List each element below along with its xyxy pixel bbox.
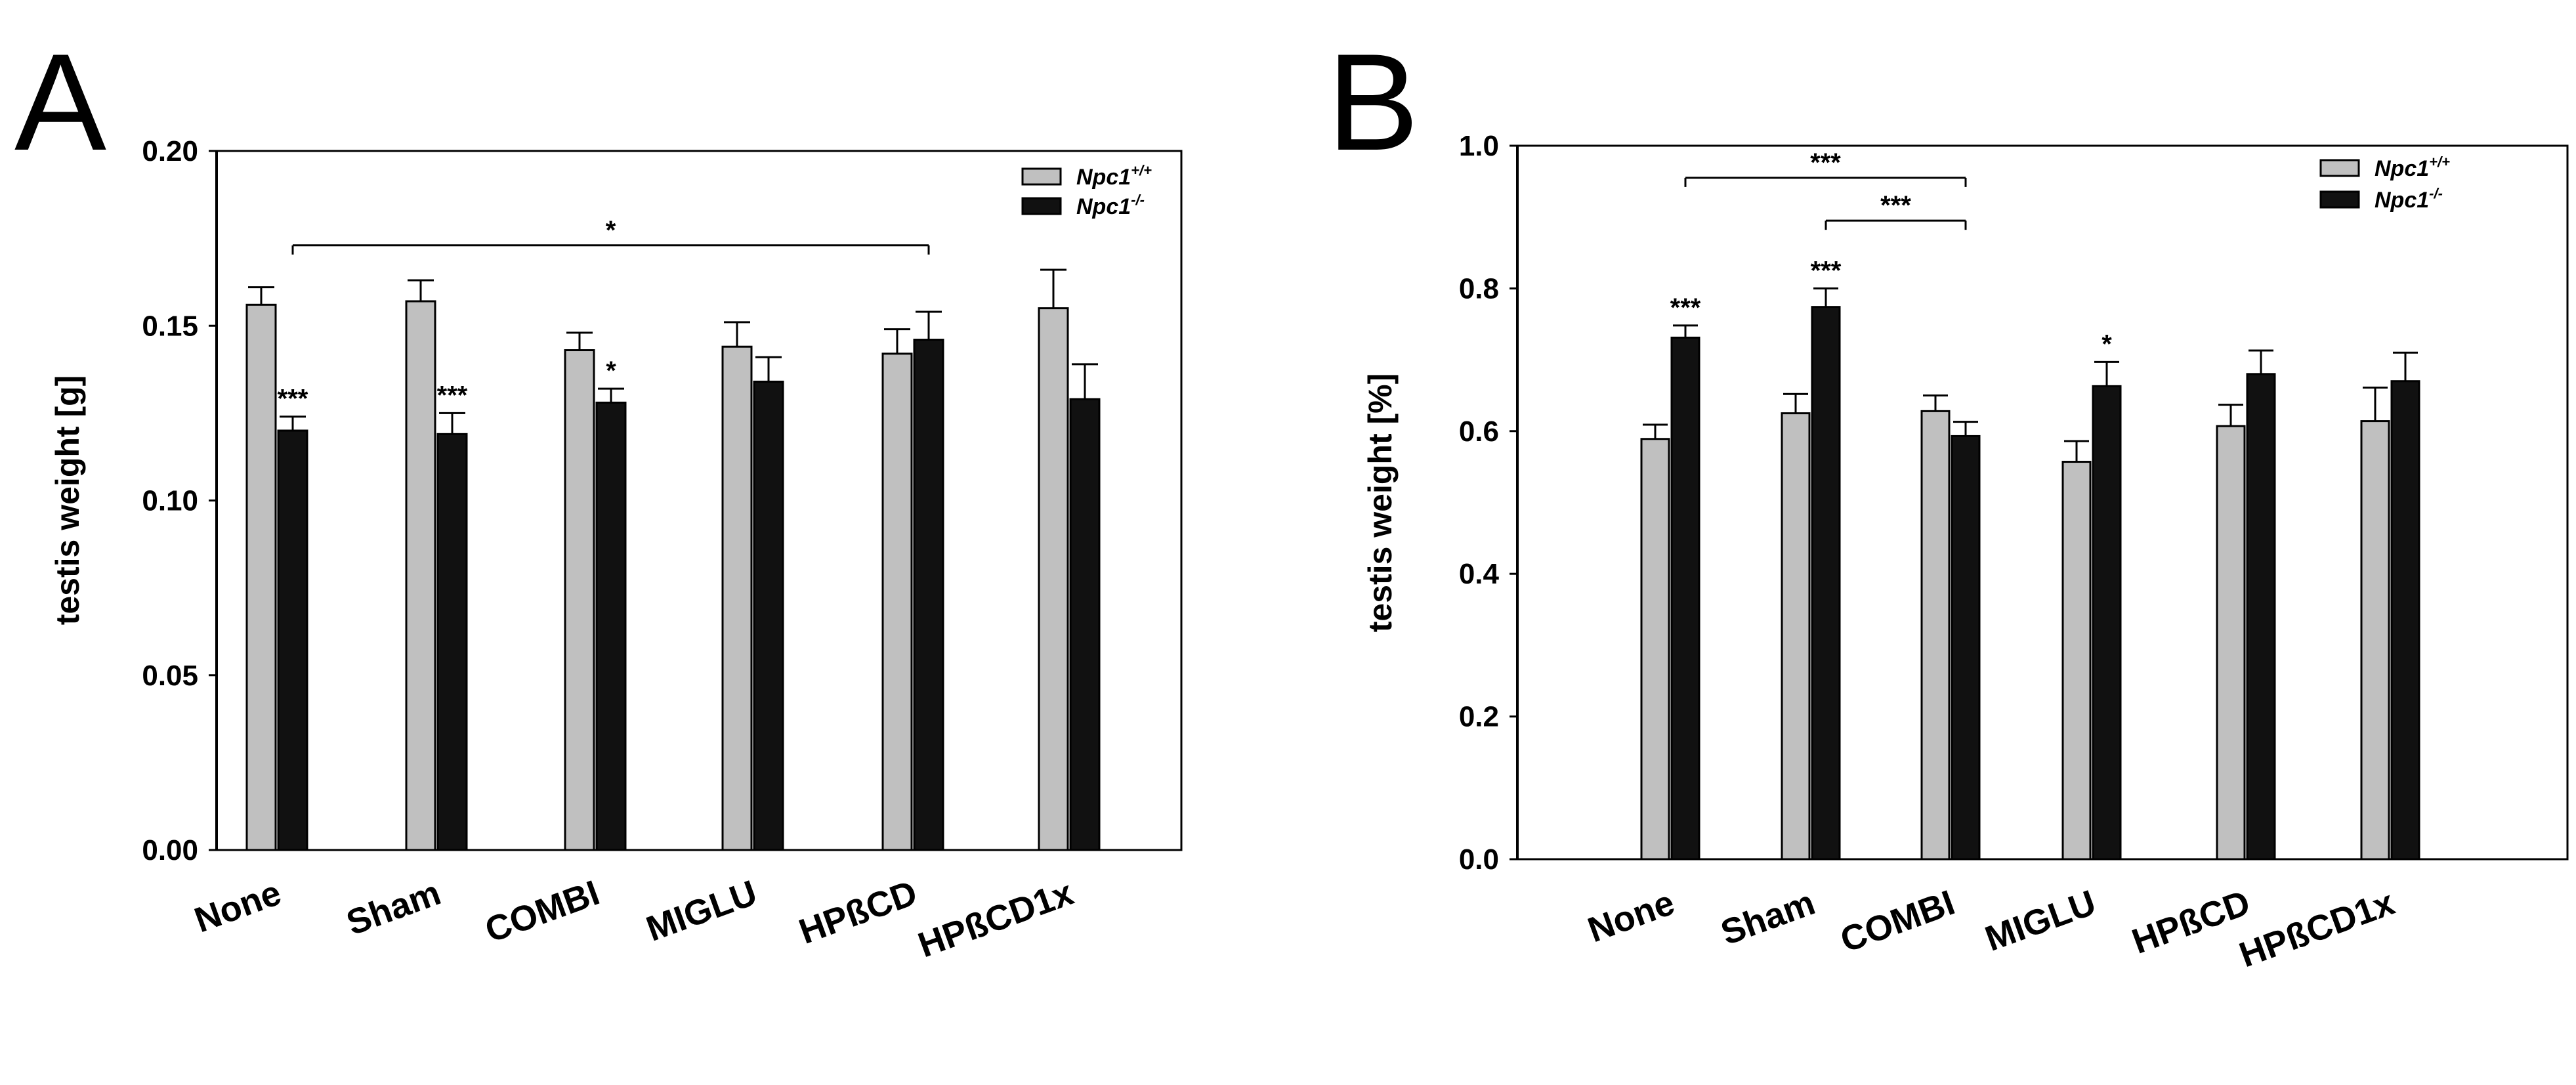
panel-a-bar-ko	[277, 429, 308, 851]
panel-b-category-label: MIGLU	[1980, 883, 2101, 959]
panel-b-bracket-label: ***	[1880, 191, 1911, 220]
panel-a-y-tick-label: 0.10	[142, 485, 198, 517]
panel-b-bar-ko	[1670, 336, 1700, 861]
panel-a-category-label: HPßCD1x	[913, 873, 1078, 966]
panel-a-bar-wt	[881, 352, 913, 851]
panel-a-y-axis-label: testis weight [g]	[49, 375, 86, 626]
panel-a-letter: A	[14, 25, 106, 179]
panel-a-bar-wt	[564, 349, 595, 851]
panel-a-category-label: MIGLU	[641, 873, 762, 949]
panel-b-bar-ko	[2092, 385, 2122, 861]
panel-b-category-label: Sham	[1716, 883, 1820, 953]
panel-b-bar-wt	[2360, 420, 2390, 861]
panel-b-category-label: COMBI	[1835, 883, 1960, 960]
panel-b-y-tick-label: 0.8	[1459, 272, 1499, 305]
panel-b-bars	[1640, 306, 2420, 861]
panel-a-y-tick-label: 0.00	[142, 834, 198, 866]
panel-b-error-bars	[1643, 287, 2418, 462]
panel-a-bar-wt	[1038, 307, 1069, 851]
panel-b-bar-ko	[1951, 435, 1981, 861]
panel-a-bars	[245, 300, 1101, 851]
panel-a-y-tick-label: 0.20	[142, 135, 198, 167]
panel-b-significance-label: ***	[1670, 293, 1701, 322]
panel-b-bar-wt	[2216, 425, 2246, 861]
panel-b-category-label: HPßCD1x	[2234, 883, 2399, 975]
panel-b-legend: Npc1+/+ Npc1-/-	[2319, 154, 2450, 213]
panel-b-y-tick-label: 0.4	[1459, 558, 1500, 590]
panel-b-bracket-label: ***	[1810, 148, 1841, 177]
panel-a-y-tick-label: 0.15	[142, 310, 198, 342]
panel-a-significance-label: ***	[278, 385, 308, 414]
panel-a-significance-label: *	[606, 356, 616, 385]
panel-b-legend-swatch-ko	[2319, 190, 2360, 209]
panel-b-bar-wt	[1781, 412, 1811, 861]
panel-b-y-tick-label: 0.6	[1459, 415, 1499, 448]
panel-a-category-label: HPßCD	[794, 873, 922, 952]
panel-a-error-bars	[248, 268, 1098, 435]
panel-a-significance-label: ***	[437, 381, 468, 410]
panel-a-bar-ko	[1069, 398, 1101, 851]
panel-a-category-label: Sham	[341, 873, 446, 943]
panel-a-bracket-label: *	[606, 216, 616, 245]
panel-a-legend-label-wt: Npc1+/+	[1076, 162, 1152, 190]
panel-b-axis-layer: 0.0 0.2 0.4 0.6 0.8 1.0	[1459, 130, 1519, 876]
panel-b-chart: B testis weight [%] 0.0 0.2 0.4 0.6 0.8 1.0 *…	[1327, 25, 2569, 975]
panel-b-brackets: *** ***	[1684, 148, 1967, 230]
panel-b-bar-wt	[1640, 438, 1670, 861]
panel-b-letter: B	[1327, 25, 1419, 179]
panel-b-y-tick-label: 0.2	[1459, 701, 1499, 733]
panel-b-legend-label-wt: Npc1+/+	[2375, 154, 2450, 181]
panel-b-significance-label: ***	[1811, 256, 1842, 285]
panel-b-bar-wt	[1920, 410, 1951, 861]
panel-a-category-label: COMBI	[480, 873, 604, 950]
panel-b-bar-wt	[2061, 461, 2092, 861]
panel-a-legend-label-ko: Npc1-/-	[1076, 192, 1145, 219]
panel-b-category-label: HPßCD	[2127, 883, 2255, 962]
panel-a-significance-labels: *** ****	[278, 356, 617, 414]
panel-a-category-label: None	[190, 873, 286, 941]
panel-a-legend: Npc1+/+ Npc1-/-	[1021, 162, 1152, 219]
panel-a-y-tick-label: 0.05	[142, 660, 198, 692]
panel-b-bar-ko	[1811, 306, 1841, 861]
panel-a-axis-layer: 0.00 0.05 0.10 0.15 0.20	[142, 135, 218, 866]
panel-b-y-tick-label: 0.0	[1459, 843, 1499, 876]
panel-a-bar-wt	[721, 345, 753, 851]
panel-a-bar-ko	[595, 401, 627, 851]
panel-b-significance-labels: *******	[1670, 256, 2113, 358]
panel-a-legend-swatch-ko	[1021, 197, 1062, 215]
panel-b-y-axis-label: testis weight [%]	[1362, 373, 1399, 632]
panel-a-chart: A testis weight [g] 0.00 0.05 0.10 0.15 0.20…	[14, 25, 1183, 966]
panel-b-legend-swatch-wt	[2319, 159, 2360, 177]
panel-a-bar-ko	[913, 339, 944, 851]
panel-b-bar-ko	[2246, 373, 2276, 861]
panel-b-y-tick-label: 1.0	[1459, 130, 1499, 162]
panel-a-bar-ko	[753, 380, 784, 851]
panel-a-bar-wt	[245, 303, 277, 851]
panel-b-category-label: None	[1583, 883, 1679, 950]
panel-b-bar-ko	[2390, 380, 2420, 861]
panel-a-brackets: *	[291, 216, 930, 255]
panel-a-bar-wt	[405, 300, 436, 851]
panel-b-significance-label: *	[2101, 330, 2112, 358]
panel-a-bar-ko	[436, 433, 468, 851]
panel-b-legend-label-ko: Npc1-/-	[2375, 185, 2443, 213]
panel-a-legend-swatch-wt	[1021, 167, 1062, 186]
panel-a-plot-frame	[215, 150, 1183, 851]
